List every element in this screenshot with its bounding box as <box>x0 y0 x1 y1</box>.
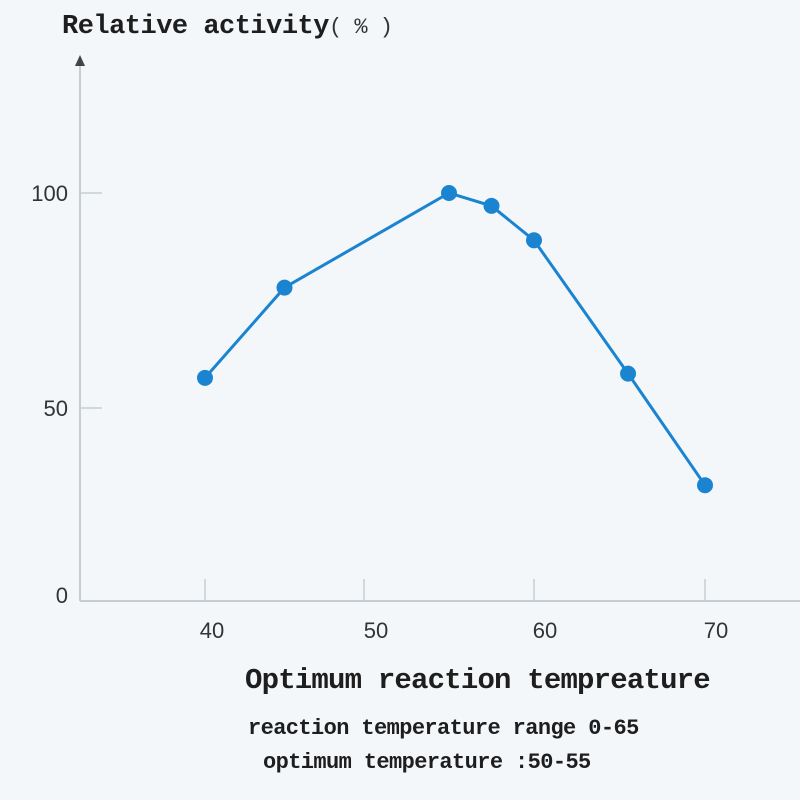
data-point <box>276 279 293 296</box>
data-point <box>441 185 457 201</box>
activity-series <box>197 185 713 494</box>
note-temperature-range: reaction temperature range 0-65 <box>248 716 639 741</box>
y-axis-title: Relative activity( % ) <box>62 12 393 42</box>
y-tick-label-0: 0 <box>56 583 68 608</box>
y-axis-arrow-icon <box>75 55 85 66</box>
series-line <box>203 191 707 487</box>
y-tick-label-50: 50 <box>44 396 68 421</box>
data-point <box>483 197 500 214</box>
y-axis-title-text: Relative activity <box>62 12 329 42</box>
data-point <box>697 477 713 494</box>
y-tick-label-100: 100 <box>31 181 68 206</box>
x-tick-label-40: 40 <box>200 618 224 643</box>
x-tick-label-60: 60 <box>533 618 557 643</box>
y-axis-unit: ( % ) <box>328 15 393 40</box>
x-tick-label-70: 70 <box>704 618 728 643</box>
data-point <box>526 232 542 249</box>
data-point <box>620 365 637 382</box>
x-axis-title: Optimum reaction tempreature <box>245 664 711 697</box>
x-tick-label-50: 50 <box>364 618 388 643</box>
data-point <box>197 369 213 386</box>
note-optimum-temperature: optimum temperature :50-55 <box>263 750 591 775</box>
